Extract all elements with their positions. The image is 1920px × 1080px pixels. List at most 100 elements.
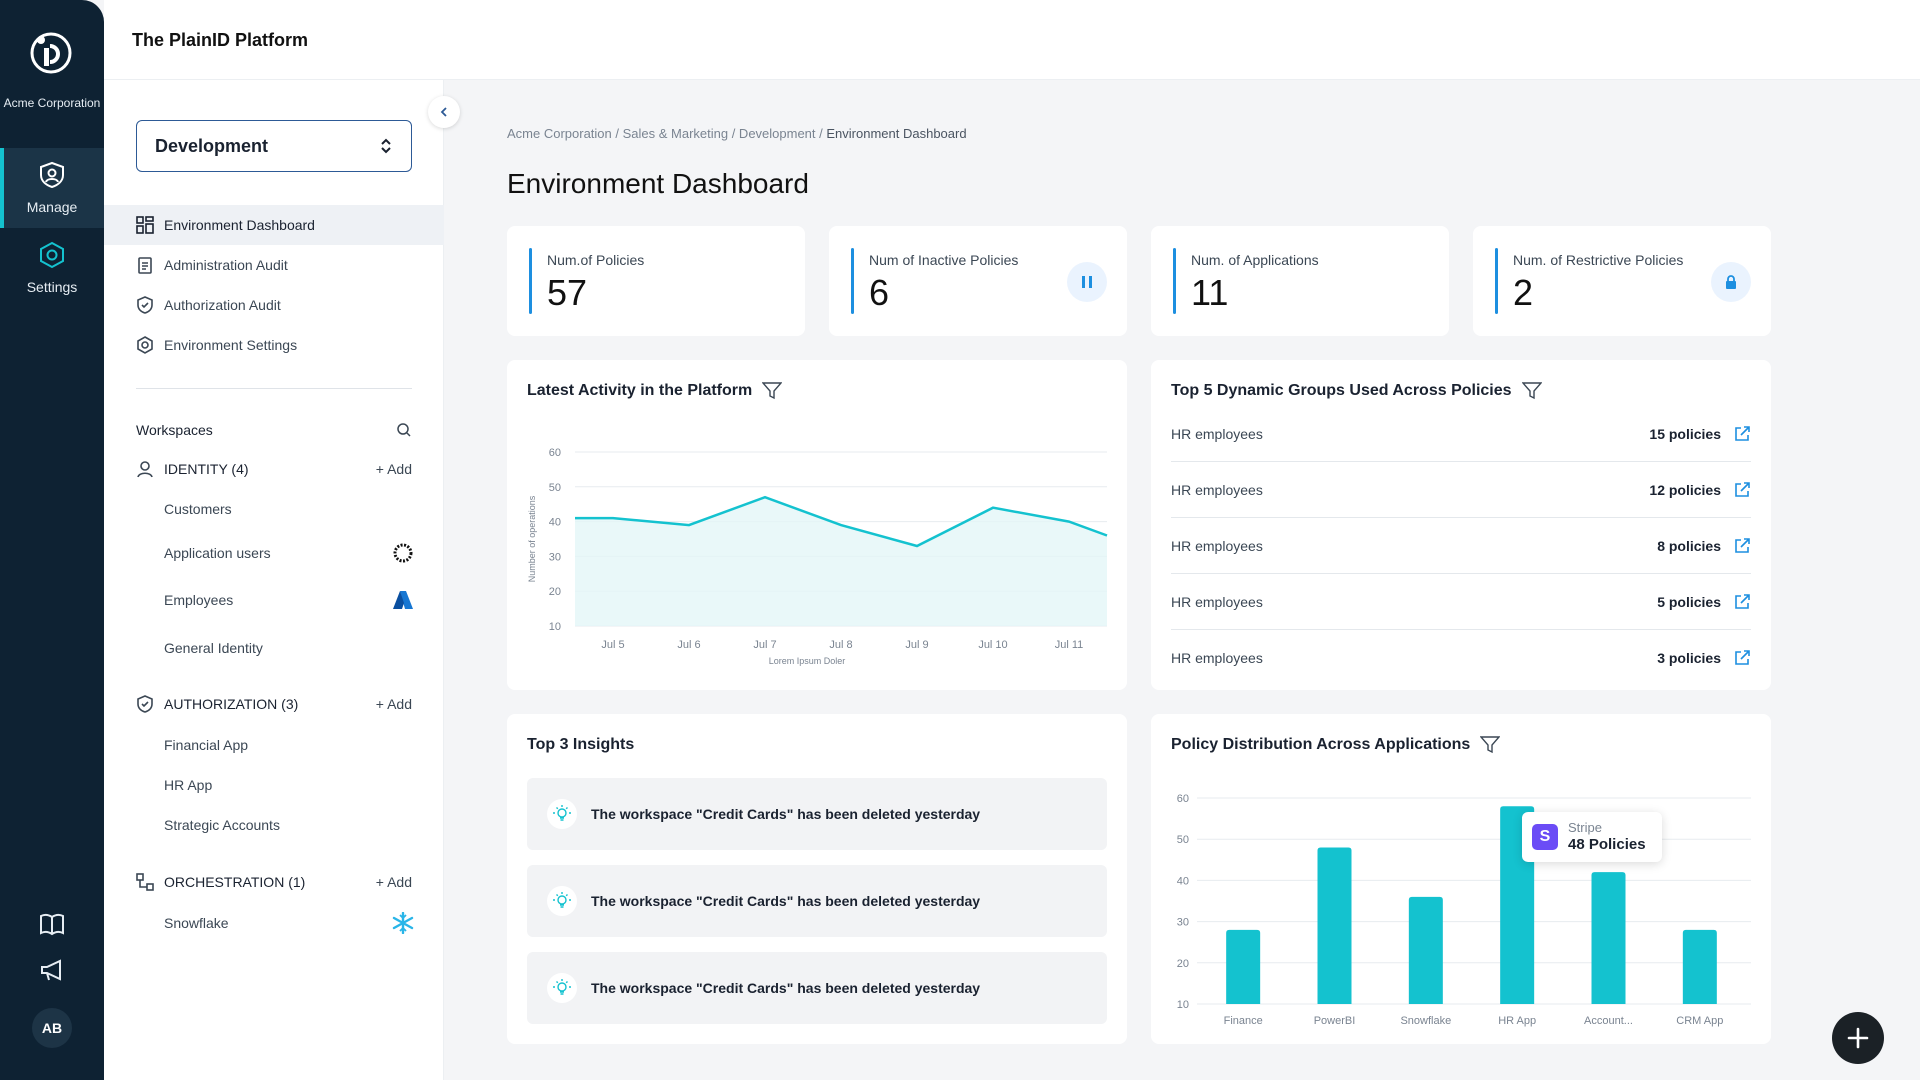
external-link-icon[interactable] xyxy=(1733,425,1751,443)
orchestration-icon xyxy=(136,873,154,891)
group-row[interactable]: HR employees 3 policies xyxy=(1171,630,1751,686)
workspace-item-general-identity[interactable]: General Identity xyxy=(164,640,414,656)
card-title: Policy Distribution Across Applications xyxy=(1171,736,1471,753)
lightbulb-badge xyxy=(547,973,577,1003)
workspace-item-hr-app[interactable]: HR App xyxy=(164,777,414,793)
insight-text: The workspace "Credit Cards" has been de… xyxy=(591,980,981,996)
rail-item-manage[interactable]: Manage xyxy=(0,148,104,228)
clipboard-icon xyxy=(138,257,152,274)
lightbulb-icon xyxy=(553,892,571,908)
workspace-item-strategic-accounts[interactable]: Strategic Accounts xyxy=(164,817,414,833)
insights-card: Top 3 Insights The workspace "Credit Car… xyxy=(507,714,1127,1044)
y-tick-label: 60 xyxy=(1177,793,1189,805)
external-link-icon[interactable] xyxy=(1733,649,1751,667)
shield-icon xyxy=(40,161,64,189)
menu-item-label: Authorization Audit xyxy=(164,297,281,313)
card-title: Top 3 Insights xyxy=(527,736,635,753)
stripe-icon: S xyxy=(1532,824,1558,850)
filter-icon[interactable] xyxy=(1521,382,1542,400)
workspace-item-financial-app[interactable]: Financial App xyxy=(164,737,414,753)
kpi-label: Num.of Policies xyxy=(547,252,645,268)
settings-hex-icon xyxy=(137,336,153,354)
group-orchestration[interactable]: ORCHESTRATION (1) + Add xyxy=(136,873,412,891)
chevron-left-icon xyxy=(440,107,447,117)
group-identity[interactable]: IDENTITY (4) + Add xyxy=(136,460,412,478)
kpi-accent-bar xyxy=(529,248,532,314)
x-tick-label: CRM App xyxy=(1676,1015,1723,1027)
y-tick-label: 60 xyxy=(549,447,561,459)
distribution-bar-chart: 10 20 30 40 50 60 Finance PowerBI Snowflake HR Ap… xyxy=(1177,793,1751,1027)
group-count: 15 policies xyxy=(1649,425,1721,442)
workspace-label: Strategic Accounts xyxy=(164,817,280,833)
filter-icon[interactable] xyxy=(762,382,783,400)
group-authorization[interactable]: AUTHORIZATION (3) + Add xyxy=(136,695,412,713)
add-authorization-button[interactable]: + Add xyxy=(375,696,412,712)
pause-badge xyxy=(1067,262,1107,302)
filter-icon[interactable] xyxy=(1480,736,1501,754)
chart-tooltip: S Stripe 48 Policies xyxy=(1522,812,1662,862)
workspace-item-application-users[interactable]: Application users xyxy=(164,542,414,564)
groups-title-row: Top 5 Dynamic Groups Used Across Policie… xyxy=(1171,382,1542,400)
x-tick-label: Jul 11 xyxy=(1055,639,1084,651)
insight-item[interactable]: The workspace "Credit Cards" has been de… xyxy=(527,778,1107,850)
book-icon[interactable] xyxy=(38,910,66,938)
environment-select[interactable]: Development xyxy=(136,120,412,172)
group-row[interactable]: HR employees 15 policies xyxy=(1171,406,1751,462)
menu-item-environment-dashboard[interactable]: Environment Dashboard xyxy=(104,205,444,245)
group-row[interactable]: HR employees 5 policies xyxy=(1171,574,1751,630)
menu-item-label: Environment Dashboard xyxy=(164,217,315,233)
add-orchestration-button[interactable]: + Add xyxy=(375,874,412,890)
add-fab-button[interactable] xyxy=(1832,1012,1884,1064)
user-icon xyxy=(137,461,153,478)
hexagon-icon xyxy=(40,241,64,269)
kpi-card-restrictive-policies: Num. of Restrictive Policies 2 xyxy=(1473,226,1771,336)
divider xyxy=(136,388,412,389)
search-icon[interactable] xyxy=(396,422,412,438)
menu-item-environment-settings[interactable]: Environment Settings xyxy=(104,325,444,365)
menu-item-authorization-audit[interactable]: Authorization Audit xyxy=(104,285,444,325)
card-title: Top 5 Dynamic Groups Used Across Policie… xyxy=(1171,382,1512,399)
insight-item[interactable]: The workspace "Credit Cards" has been de… xyxy=(527,865,1107,937)
snowflake-icon xyxy=(392,912,414,934)
chevron-updown-icon xyxy=(381,138,391,154)
lightbulb-badge xyxy=(547,886,577,916)
group-name: HR employees xyxy=(1171,650,1263,666)
workspace-label: Application users xyxy=(164,545,271,561)
external-link-icon[interactable] xyxy=(1733,537,1751,555)
azure-icon xyxy=(393,591,413,609)
app-title: The PlainID Platform xyxy=(132,30,309,50)
y-tick-label: 10 xyxy=(1177,999,1189,1011)
kpi-value: 6 xyxy=(869,272,890,313)
workspace-item-snowflake[interactable]: Snowflake xyxy=(164,912,414,934)
lock-badge xyxy=(1711,262,1751,302)
breadcrumb-path[interactable]: Acme Corporation / Sales & Marketing / D… xyxy=(507,126,827,141)
bar xyxy=(1317,847,1352,1004)
workspace-item-customers[interactable]: Customers xyxy=(164,501,414,517)
workspaces-header: Workspaces xyxy=(136,422,412,438)
series-line xyxy=(575,495,1108,548)
rail-item-settings[interactable]: Settings xyxy=(0,228,104,308)
plus-icon xyxy=(1847,1027,1869,1049)
lightbulb-icon xyxy=(553,979,571,995)
user-avatar[interactable]: AB xyxy=(32,1008,72,1048)
tooltip-name: Stripe xyxy=(1568,820,1602,835)
insight-item[interactable]: The workspace "Credit Cards" has been de… xyxy=(527,952,1107,1024)
megaphone-icon[interactable] xyxy=(38,956,66,984)
series-area xyxy=(575,497,1107,626)
group-row[interactable]: HR employees 12 policies xyxy=(1171,462,1751,518)
y-tick-label: 40 xyxy=(1177,875,1189,887)
y-tick-label: 50 xyxy=(1177,834,1189,846)
activity-title-row: Latest Activity in the Platform xyxy=(527,382,783,400)
add-identity-button[interactable]: + Add xyxy=(375,461,412,477)
workspace-item-employees[interactable]: Employees xyxy=(164,590,414,610)
group-row[interactable]: HR employees 8 policies xyxy=(1171,518,1751,574)
bar xyxy=(1226,929,1261,1004)
plainid-logo[interactable] xyxy=(28,30,74,76)
menu-item-administration-audit[interactable]: Administration Audit xyxy=(104,245,444,285)
insight-text: The workspace "Credit Cards" has been de… xyxy=(591,893,981,909)
group-count: 3 policies xyxy=(1657,650,1721,666)
collapse-panel-button[interactable] xyxy=(428,96,460,128)
group-count: 12 policies xyxy=(1649,481,1721,498)
external-link-icon[interactable] xyxy=(1733,481,1751,499)
external-link-icon[interactable] xyxy=(1733,593,1751,611)
